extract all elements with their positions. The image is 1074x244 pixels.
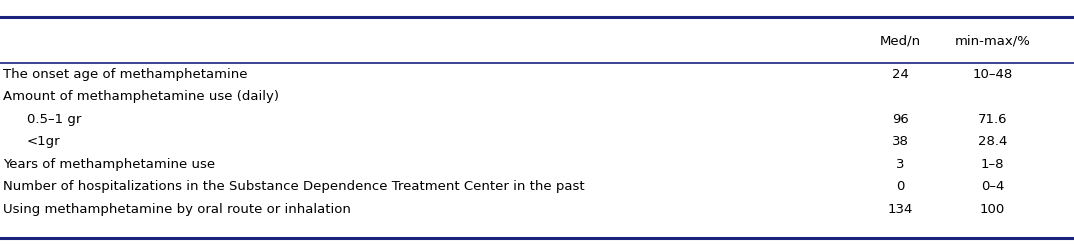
- Text: 96: 96: [891, 113, 909, 126]
- Text: Med/n: Med/n: [880, 35, 920, 48]
- Text: Using methamphetamine by oral route or inhalation: Using methamphetamine by oral route or i…: [3, 203, 351, 216]
- Text: 28.4: 28.4: [977, 135, 1007, 148]
- Text: 24: 24: [891, 68, 909, 81]
- Text: Years of methamphetamine use: Years of methamphetamine use: [3, 158, 216, 171]
- Text: 0: 0: [896, 180, 904, 193]
- Text: 38: 38: [891, 135, 909, 148]
- Text: 100: 100: [979, 203, 1005, 216]
- Text: 0–4: 0–4: [981, 180, 1004, 193]
- Text: 134: 134: [887, 203, 913, 216]
- Text: 71.6: 71.6: [977, 113, 1007, 126]
- Text: min-max/%: min-max/%: [955, 35, 1030, 48]
- Text: 3: 3: [896, 158, 904, 171]
- Text: Amount of methamphetamine use (daily): Amount of methamphetamine use (daily): [3, 90, 279, 103]
- Text: <1gr: <1gr: [27, 135, 60, 148]
- Text: Number of hospitalizations in the Substance Dependence Treatment Center in the p: Number of hospitalizations in the Substa…: [3, 180, 585, 193]
- Text: The onset age of methamphetamine: The onset age of methamphetamine: [3, 68, 248, 81]
- Text: 1–8: 1–8: [981, 158, 1004, 171]
- Text: 0.5–1 gr: 0.5–1 gr: [27, 113, 82, 126]
- Text: 10–48: 10–48: [972, 68, 1013, 81]
